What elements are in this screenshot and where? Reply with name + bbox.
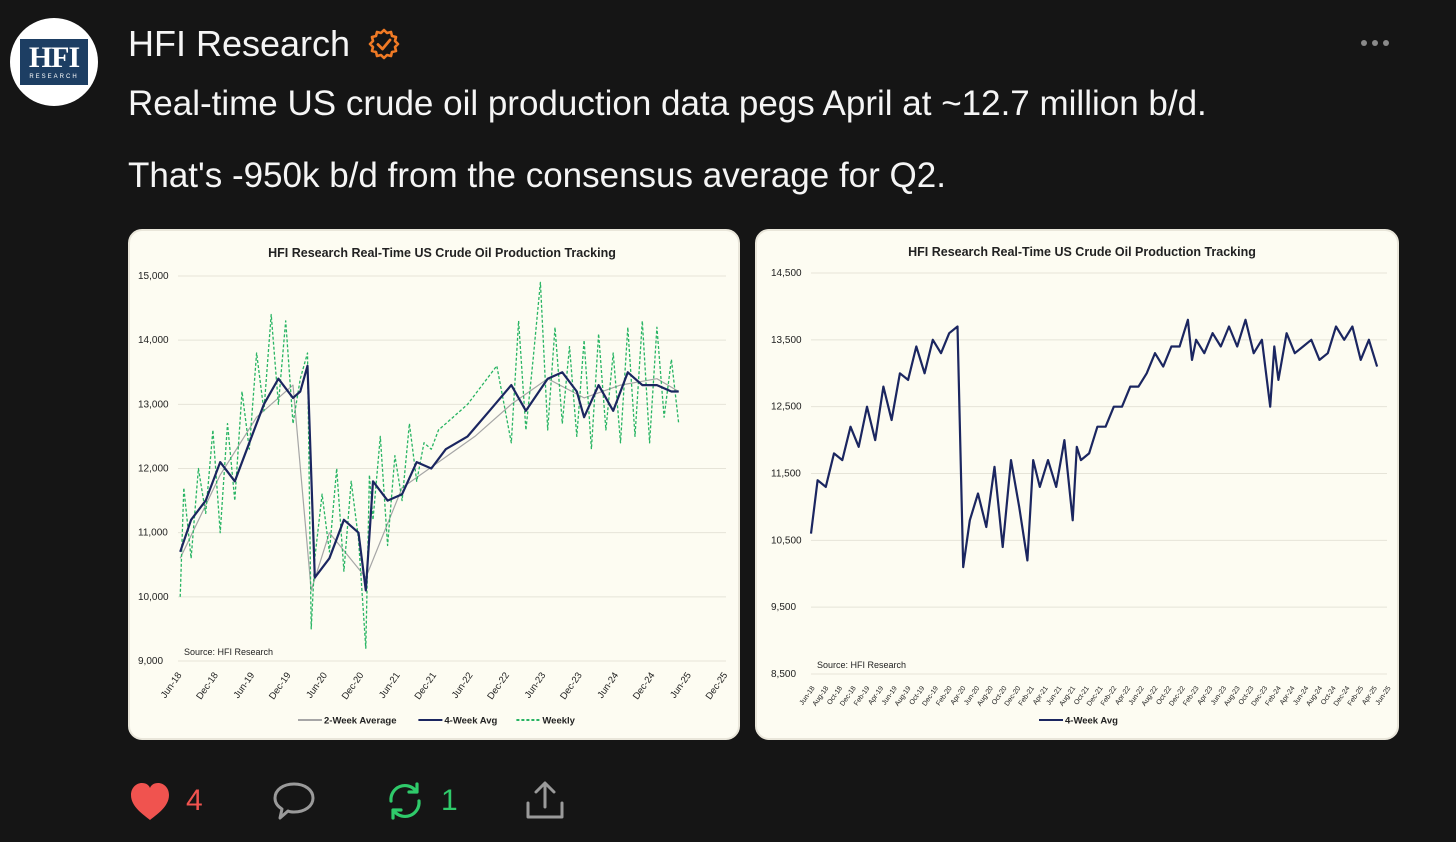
post-text-line1: Real-time US crude oil production data p… bbox=[128, 84, 1207, 123]
y-tick-label: 12,500 bbox=[771, 402, 802, 413]
x-tick-label: Jun-23 bbox=[523, 670, 549, 700]
x-tick-label: Jun-19 bbox=[232, 670, 258, 700]
chart-title: HFI Research Real-Time US Crude Oil Prod… bbox=[268, 246, 616, 260]
legend-label: 4-Week Avg bbox=[444, 716, 497, 727]
x-tick-label: Dec-20 bbox=[340, 670, 367, 701]
chart-2: HFI Research Real-Time US Crude Oil Prod… bbox=[771, 245, 1393, 727]
x-tick-label: Dec-18 bbox=[194, 670, 221, 701]
legend-label: Weekly bbox=[542, 716, 575, 727]
y-tick-label: 13,000 bbox=[138, 399, 169, 410]
share-icon bbox=[526, 781, 564, 819]
chart-image-2[interactable]: HFI Research Real-Time US Crude Oil Prod… bbox=[755, 229, 1399, 740]
chart-title: HFI Research Real-Time US Crude Oil Prod… bbox=[908, 245, 1256, 259]
x-tick-label: Jun-20 bbox=[304, 670, 330, 700]
y-tick-label: 9,500 bbox=[771, 602, 796, 613]
x-tick-label: Dec-21 bbox=[413, 670, 440, 701]
x-tick-label: Jun-22 bbox=[450, 670, 476, 700]
y-tick-label: 14,000 bbox=[138, 335, 169, 346]
chart-1: HFI Research Real-Time US Crude Oil Prod… bbox=[138, 246, 731, 727]
share-button[interactable] bbox=[523, 776, 567, 826]
hfi-logo: HFI RESEARCH bbox=[20, 39, 88, 85]
repost-count: 1 bbox=[441, 784, 458, 817]
logo-text: HFI bbox=[28, 41, 80, 74]
x-tick-label: Jun-24 bbox=[595, 670, 621, 700]
x-tick-label: Dec-25 bbox=[704, 670, 731, 701]
x-tick-label: Dec-23 bbox=[558, 670, 585, 701]
y-tick-label: 10,000 bbox=[138, 592, 169, 603]
x-tick-label: Dec-24 bbox=[631, 670, 658, 701]
logo-subtext: RESEARCH bbox=[29, 74, 79, 80]
like-button[interactable]: 4 bbox=[128, 776, 203, 826]
post-text-line2: That's -950k b/d from the consensus aver… bbox=[128, 156, 946, 195]
legend-label: 4-Week Avg bbox=[1065, 716, 1118, 727]
verified-icon bbox=[368, 28, 400, 60]
x-tick-label: Jun-21 bbox=[377, 670, 403, 700]
repost-icon bbox=[389, 782, 421, 820]
x-tick-label: Jun-18 bbox=[159, 670, 185, 700]
y-tick-label: 13,500 bbox=[771, 335, 802, 346]
heart-icon bbox=[131, 783, 169, 820]
chart-source: Source: HFI Research bbox=[184, 647, 273, 657]
like-count: 4 bbox=[186, 784, 203, 817]
action-bar: 4 1 bbox=[0, 776, 700, 826]
y-tick-label: 11,500 bbox=[771, 469, 801, 480]
y-tick-label: 12,000 bbox=[138, 464, 169, 475]
chart-image-1[interactable]: HFI Research Real-Time US Crude Oil Prod… bbox=[128, 229, 740, 740]
author-name[interactable]: HFI Research bbox=[128, 23, 351, 64]
y-tick-label: 10,500 bbox=[771, 535, 802, 546]
y-tick-label: 9,000 bbox=[138, 656, 163, 667]
repost-button[interactable]: 1 bbox=[383, 776, 458, 826]
chart-source: Source: HFI Research bbox=[817, 660, 906, 670]
series-line-weekly bbox=[179, 281, 680, 649]
x-tick-label: Jun-25 bbox=[668, 670, 694, 700]
comment-button[interactable] bbox=[272, 776, 316, 826]
y-tick-label: 15,000 bbox=[138, 271, 169, 282]
x-tick-label: Dec-22 bbox=[485, 670, 512, 701]
avatar[interactable]: HFI RESEARCH bbox=[10, 18, 98, 106]
y-tick-label: 11,000 bbox=[138, 528, 168, 539]
y-tick-label: 14,500 bbox=[771, 268, 802, 279]
x-tick-label: Dec-19 bbox=[267, 670, 294, 701]
more-icon[interactable] bbox=[1356, 30, 1396, 54]
series-line-4-week-avg bbox=[809, 318, 1379, 569]
legend-label: 2-Week Average bbox=[324, 716, 397, 727]
comment-icon bbox=[273, 782, 315, 820]
series-line-4-week-avg bbox=[179, 364, 679, 592]
y-tick-label: 8,500 bbox=[771, 669, 796, 680]
